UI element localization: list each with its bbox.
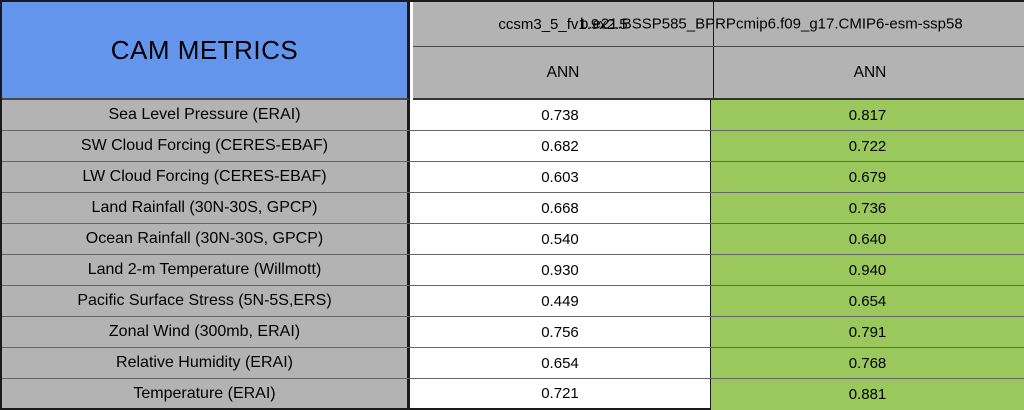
run1-value: 0.540 [410,224,711,254]
run1-value: 0.603 [410,162,711,192]
case1-header-cell: ccsm3_5_fv1.9x2.5 [413,2,714,46]
run2-value: 0.722 [711,131,1024,161]
metric-label: Land Rainfall (30N-30S, GPCP) [2,193,410,223]
metric-label: Sea Level Pressure (ERAI) [2,100,410,130]
run2-value: 0.654 [711,286,1024,316]
metrics-rows: Sea Level Pressure (ERAI) 0.738 0.817 SW… [2,100,1024,410]
metric-label: LW Cloud Forcing (CERES-EBAF) [2,162,410,192]
case-name-run2: b.e21.BSSP585_BPRPcmip6.f09_g17.CMIP6-es… [580,15,963,33]
run2-value: 0.940 [711,255,1024,285]
run1-value: 0.449 [410,286,711,316]
run1-value: 0.738 [410,100,711,130]
run2-value: 0.736 [711,193,1024,223]
run1-value: 0.654 [410,348,711,378]
run2-value: 0.768 [711,348,1024,378]
run2-value: 0.881 [711,379,1024,410]
metric-label: Land 2-m Temperature (Willmott) [2,255,410,285]
table-row: LW Cloud Forcing (CERES-EBAF) 0.603 0.67… [2,162,1024,193]
table-title: CAM METRICS [110,34,299,65]
metric-label: Ocean Rainfall (30N-30S, GPCP) [2,224,410,254]
table-row: SW Cloud Forcing (CERES-EBAF) 0.682 0.72… [2,131,1024,162]
table-row: Zonal Wind (300mb, ERAI) 0.756 0.791 [2,317,1024,348]
table-row: Land Rainfall (30N-30S, GPCP) 0.668 0.73… [2,193,1024,224]
metric-label: SW Cloud Forcing (CERES-EBAF) [2,131,410,161]
run2-value: 0.791 [711,317,1024,347]
run2-value: 0.817 [711,100,1024,130]
run1-value: 0.682 [410,131,711,161]
season-header-row: ANN ANN [413,47,1024,100]
metric-label: Relative Humidity (ERAI) [2,348,410,378]
table-row: Pacific Surface Stress (5N-5S,ERS) 0.449… [2,286,1024,317]
metric-label: Temperature (ERAI) [2,379,410,410]
table-title-cell: CAM METRICS [2,2,410,100]
table-row: Land 2-m Temperature (Willmott) 0.930 0.… [2,255,1024,286]
case-header-row: ccsm3_5_fv1.9x2.5 b.e21.BSSP585_BPRPcmip… [413,2,1024,47]
run1-value: 0.756 [410,317,711,347]
season-run2: ANN [853,63,887,81]
run2-value: 0.640 [711,224,1024,254]
table-row: Temperature (ERAI) 0.721 0.881 [2,379,1024,410]
metric-label: Zonal Wind (300mb, ERAI) [2,317,410,347]
run1-value: 0.930 [410,255,711,285]
case-name-run1: ccsm3_5_fv1.9x2.5 [498,15,628,33]
season-run1: ANN [413,47,714,98]
table-row: Sea Level Pressure (ERAI) 0.738 0.817 [2,100,1024,131]
run1-value: 0.721 [410,379,711,410]
run2-value: 0.679 [711,162,1024,192]
table-row: Ocean Rainfall (30N-30S, GPCP) 0.540 0.6… [2,224,1024,255]
metric-label: Pacific Surface Stress (5N-5S,ERS) [2,286,410,316]
table-row: Relative Humidity (ERAI) 0.654 0.768 [2,348,1024,379]
run1-value: 0.668 [410,193,711,223]
